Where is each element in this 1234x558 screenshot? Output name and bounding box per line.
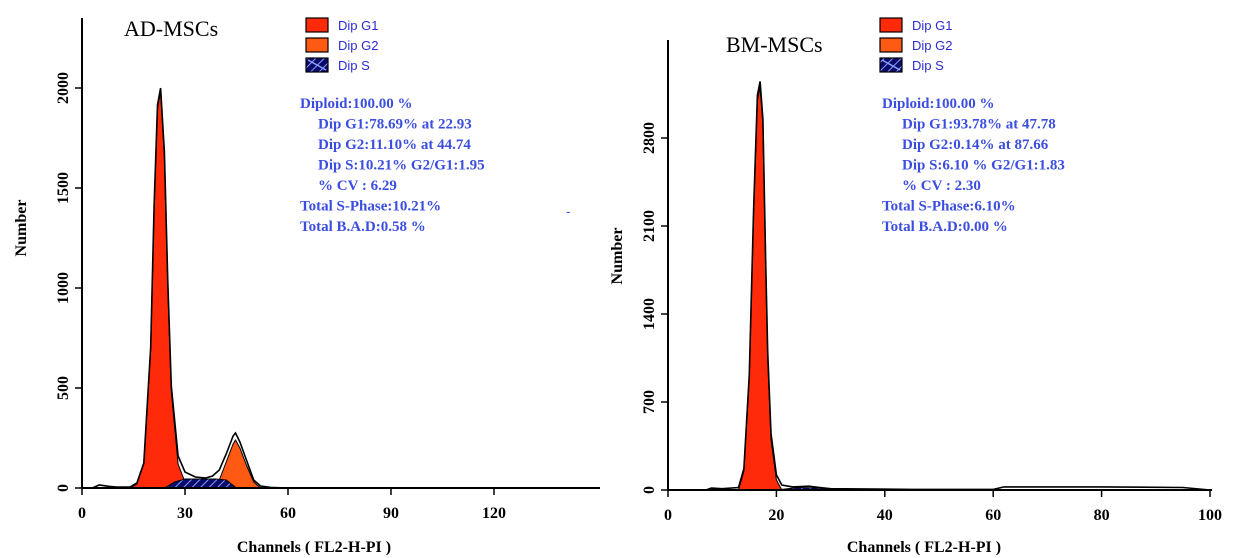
- legend-label: Dip S: [912, 58, 944, 73]
- chart-title-bm-mscs: BM-MSCs: [726, 32, 823, 57]
- stray-mark: -: [566, 204, 570, 219]
- x-tick-label: 60: [280, 505, 296, 522]
- legend-label: Dip S: [338, 58, 370, 73]
- y-tick-label: 2800: [641, 122, 658, 154]
- legend-swatch-g2: [879, 37, 903, 53]
- stats-block-ad-mscs: Diploid:100.00 % Dip G1:78.69% at 22.93 Di…: [300, 96, 485, 235]
- x-tick-label: 0: [78, 505, 86, 522]
- x-ticks-bm-mscs: 0 20 40 60 80 100: [664, 490, 1222, 524]
- series-area-dip-s: [162, 478, 238, 489]
- y-tick-label: 700: [641, 390, 658, 414]
- x-axis-title-bm-mscs: Channels ( FL2-H-PI ): [847, 539, 1001, 556]
- stats-line: Total S-Phase:6.10%: [882, 199, 1016, 215]
- legend-ad-mscs: Dip G1 Dip G2 Dip S: [305, 17, 378, 73]
- y-axis-title-bm-mscs: Number: [609, 228, 626, 285]
- legend-label: Dip G1: [338, 18, 378, 33]
- stats-line: Dip G2:0.14% at 87.66: [902, 137, 1049, 153]
- stats-line: Dip S:6.10 % G2/G1:1.83: [902, 158, 1065, 174]
- x-tick-label: 60: [985, 507, 1001, 524]
- histogram-plot-ad-mscs: [82, 87, 597, 489]
- stats-line: Total S-Phase:10.21%: [300, 199, 441, 215]
- y-tick-label: 2100: [641, 210, 658, 242]
- stats-line: Dip G1:93.78% at 47.78: [902, 117, 1056, 133]
- stats-block-bm-mscs: Diploid:100.00 % Dip G1:93.78% at 47.78 Di…: [882, 96, 1065, 235]
- stats-line: Dip G2:11.10% at 44.74: [318, 137, 471, 153]
- y-ticks-bm-mscs: 0 700 1400 2100 2800: [641, 122, 668, 494]
- series-area-dip-g1: [129, 91, 194, 489]
- x-tick-label: 100: [1198, 507, 1222, 524]
- stats-line: Dip S:10.21% G2/G1:1.95: [318, 158, 485, 174]
- panel-ad-mscs: 0 500 1000 1500 2000 0 30 60 90 120 AD-MSCs Numb…: [13, 16, 600, 556]
- stats-line: Total B.A.D:0.58 %: [300, 219, 426, 235]
- legend-label: Dip G2: [912, 38, 952, 53]
- x-ticks-ad-mscs: 0 30 60 90 120: [78, 488, 506, 522]
- stats-line: Dip G1:78.69% at 22.93: [318, 117, 472, 133]
- panel-bm-mscs: 0 700 1400 2100 2800 0 20 40 60 80 100 BM-MSCs Nu…: [609, 17, 1222, 556]
- legend-label: Dip G1: [912, 18, 952, 33]
- legend-swatch-g2: [305, 37, 329, 53]
- x-tick-label: 30: [177, 505, 193, 522]
- series-area-dip-g1: [738, 87, 783, 491]
- y-tick-label: 1000: [55, 272, 72, 304]
- x-tick-label: 40: [877, 507, 893, 524]
- y-tick-label: 1500: [55, 172, 72, 204]
- legend-swatch-g1: [879, 17, 903, 33]
- y-tick-label: 1400: [641, 298, 658, 330]
- stats-line: Total B.A.D:0.00 %: [882, 219, 1008, 235]
- legend-swatch-g1: [305, 17, 329, 33]
- stats-line: Diploid:100.00 %: [300, 96, 413, 112]
- x-tick-label: 80: [1094, 507, 1110, 524]
- y-axis-title-ad-mscs: Number: [13, 200, 30, 257]
- y-ticks-ad-mscs: 0 500 1000 1500 2000: [55, 72, 82, 492]
- x-tick-label: 90: [383, 505, 399, 522]
- chart-title-ad-mscs: AD-MSCs: [124, 16, 218, 41]
- x-tick-label: 0: [664, 507, 672, 524]
- x-tick-label: 120: [482, 505, 506, 522]
- y-tick-label: 500: [55, 376, 72, 400]
- y-tick-label: 0: [55, 484, 72, 492]
- stats-line: Diploid:100.00 %: [882, 96, 995, 112]
- histogram-envelope-line: [82, 87, 597, 489]
- x-axis-title-ad-mscs: Channels ( FL2-H-PI ): [237, 539, 391, 556]
- y-tick-label: 0: [641, 486, 658, 494]
- legend-swatch-hatch: [307, 59, 327, 71]
- legend-label: Dip G2: [338, 38, 378, 53]
- legend-bm-mscs: Dip G1 Dip G2 Dip S: [879, 17, 952, 73]
- stats-line: % CV : 2.30: [902, 178, 981, 194]
- stats-line: % CV : 6.29: [318, 178, 397, 194]
- y-tick-label: 2000: [55, 72, 72, 104]
- legend-swatch-hatch: [881, 59, 901, 71]
- x-tick-label: 20: [768, 507, 784, 524]
